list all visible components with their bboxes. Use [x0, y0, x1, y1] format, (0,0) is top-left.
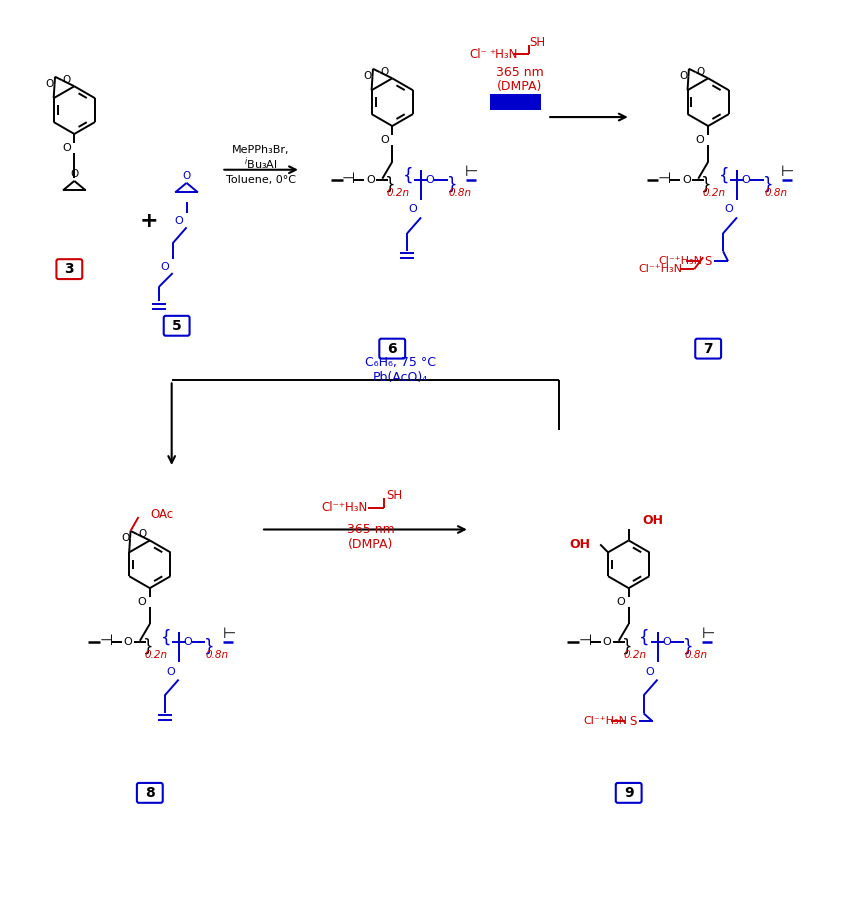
Text: $^i$Bu₃Al: $^i$Bu₃Al — [244, 156, 278, 172]
Text: O: O — [363, 71, 372, 81]
Text: OAc: OAc — [151, 508, 174, 521]
Text: ⊢: ⊢ — [465, 165, 478, 179]
Text: OH: OH — [643, 514, 663, 527]
Text: C₆H₆, 75 °C: C₆H₆, 75 °C — [365, 356, 435, 369]
Text: (DMPA): (DMPA) — [348, 538, 393, 551]
Text: O: O — [380, 135, 389, 145]
Text: O: O — [409, 204, 417, 215]
Text: O: O — [183, 171, 191, 181]
Text: 7: 7 — [704, 342, 713, 356]
Text: }: } — [446, 175, 457, 193]
Text: Cl⁻⁺H₃N: Cl⁻⁺H₃N — [658, 256, 703, 266]
Text: ⊣: ⊣ — [342, 171, 355, 186]
Text: }: } — [763, 175, 773, 193]
Text: O: O — [696, 135, 704, 145]
Text: 0.2n: 0.2n — [144, 650, 167, 660]
Text: }: } — [701, 175, 711, 193]
Text: O: O — [616, 597, 625, 607]
Text: O: O — [166, 667, 175, 677]
Text: 9: 9 — [624, 786, 633, 800]
Text: {: { — [160, 628, 171, 646]
Text: 6: 6 — [387, 342, 397, 356]
Text: 365 nm: 365 nm — [346, 523, 394, 536]
Text: MePPh₃Br,: MePPh₃Br, — [232, 145, 290, 155]
Text: Cl⁻⁺H₃N: Cl⁻⁺H₃N — [583, 717, 627, 726]
Text: 365 nm: 365 nm — [495, 66, 543, 79]
FancyBboxPatch shape — [380, 339, 405, 359]
FancyBboxPatch shape — [57, 259, 82, 279]
Text: ⁺H₃N: ⁺H₃N — [489, 48, 518, 61]
Text: O: O — [366, 174, 375, 184]
Text: O: O — [183, 636, 192, 646]
Text: 8: 8 — [145, 786, 155, 800]
Text: ⊢: ⊢ — [702, 627, 715, 641]
Text: O: O — [662, 636, 671, 646]
Text: O: O — [682, 174, 691, 184]
Text: (DMPA): (DMPA) — [497, 80, 542, 93]
Text: S: S — [704, 254, 712, 268]
FancyBboxPatch shape — [695, 339, 721, 359]
Text: O: O — [138, 530, 147, 539]
Text: O: O — [62, 143, 71, 153]
Text: O: O — [602, 636, 611, 646]
Text: O: O — [63, 75, 71, 85]
Text: 0.8n: 0.8n — [685, 650, 708, 660]
Text: 0.2n: 0.2n — [703, 188, 726, 198]
Text: ⊣: ⊣ — [99, 633, 113, 648]
Text: OH: OH — [569, 538, 590, 551]
Text: ⊣: ⊣ — [658, 171, 671, 186]
Text: }: } — [142, 637, 153, 655]
Text: O: O — [137, 597, 147, 607]
Text: O: O — [121, 533, 129, 543]
Text: {: { — [719, 166, 729, 184]
Text: ⊢: ⊢ — [781, 165, 794, 179]
Text: }: } — [385, 175, 396, 193]
FancyBboxPatch shape — [137, 783, 163, 803]
Text: +: + — [140, 211, 159, 231]
Text: O: O — [381, 67, 389, 77]
Text: O: O — [426, 174, 434, 184]
Text: Toluene, 0°C: Toluene, 0°C — [226, 174, 296, 184]
Text: 0.8n: 0.8n — [764, 188, 788, 198]
Text: O: O — [680, 71, 687, 81]
Text: SH: SH — [530, 36, 545, 49]
Text: Cl⁻: Cl⁻ — [470, 48, 488, 61]
Text: O: O — [123, 636, 132, 646]
Text: Cl⁻⁺H₃N: Cl⁻⁺H₃N — [321, 501, 368, 514]
Text: O: O — [697, 67, 704, 77]
Text: {: { — [639, 628, 650, 646]
Text: Cl⁻⁺H₃N: Cl⁻⁺H₃N — [638, 264, 682, 274]
Text: O: O — [741, 174, 751, 184]
Text: 5: 5 — [171, 319, 182, 333]
Text: }: } — [204, 637, 215, 655]
Text: ⊣: ⊣ — [578, 633, 591, 648]
FancyBboxPatch shape — [489, 94, 542, 110]
Text: 0.2n: 0.2n — [387, 188, 410, 198]
FancyBboxPatch shape — [164, 316, 189, 335]
Text: }: } — [683, 637, 693, 655]
Text: O: O — [70, 169, 79, 179]
Text: 3: 3 — [64, 263, 75, 276]
Text: O: O — [725, 204, 734, 215]
Text: O: O — [174, 217, 183, 227]
Text: Pb(AcO)₄: Pb(AcO)₄ — [373, 371, 428, 384]
Text: S: S — [629, 715, 637, 728]
FancyBboxPatch shape — [616, 783, 642, 803]
Text: }: } — [621, 637, 632, 655]
Text: 0.2n: 0.2n — [623, 650, 646, 660]
Text: SH: SH — [387, 489, 402, 503]
Text: O: O — [45, 79, 54, 89]
Text: O: O — [645, 667, 654, 677]
Text: 0.8n: 0.8n — [448, 188, 471, 198]
Text: {: { — [403, 166, 413, 184]
Text: 0.8n: 0.8n — [206, 650, 229, 660]
Text: O: O — [160, 263, 169, 272]
Text: ⊢: ⊢ — [223, 627, 236, 641]
